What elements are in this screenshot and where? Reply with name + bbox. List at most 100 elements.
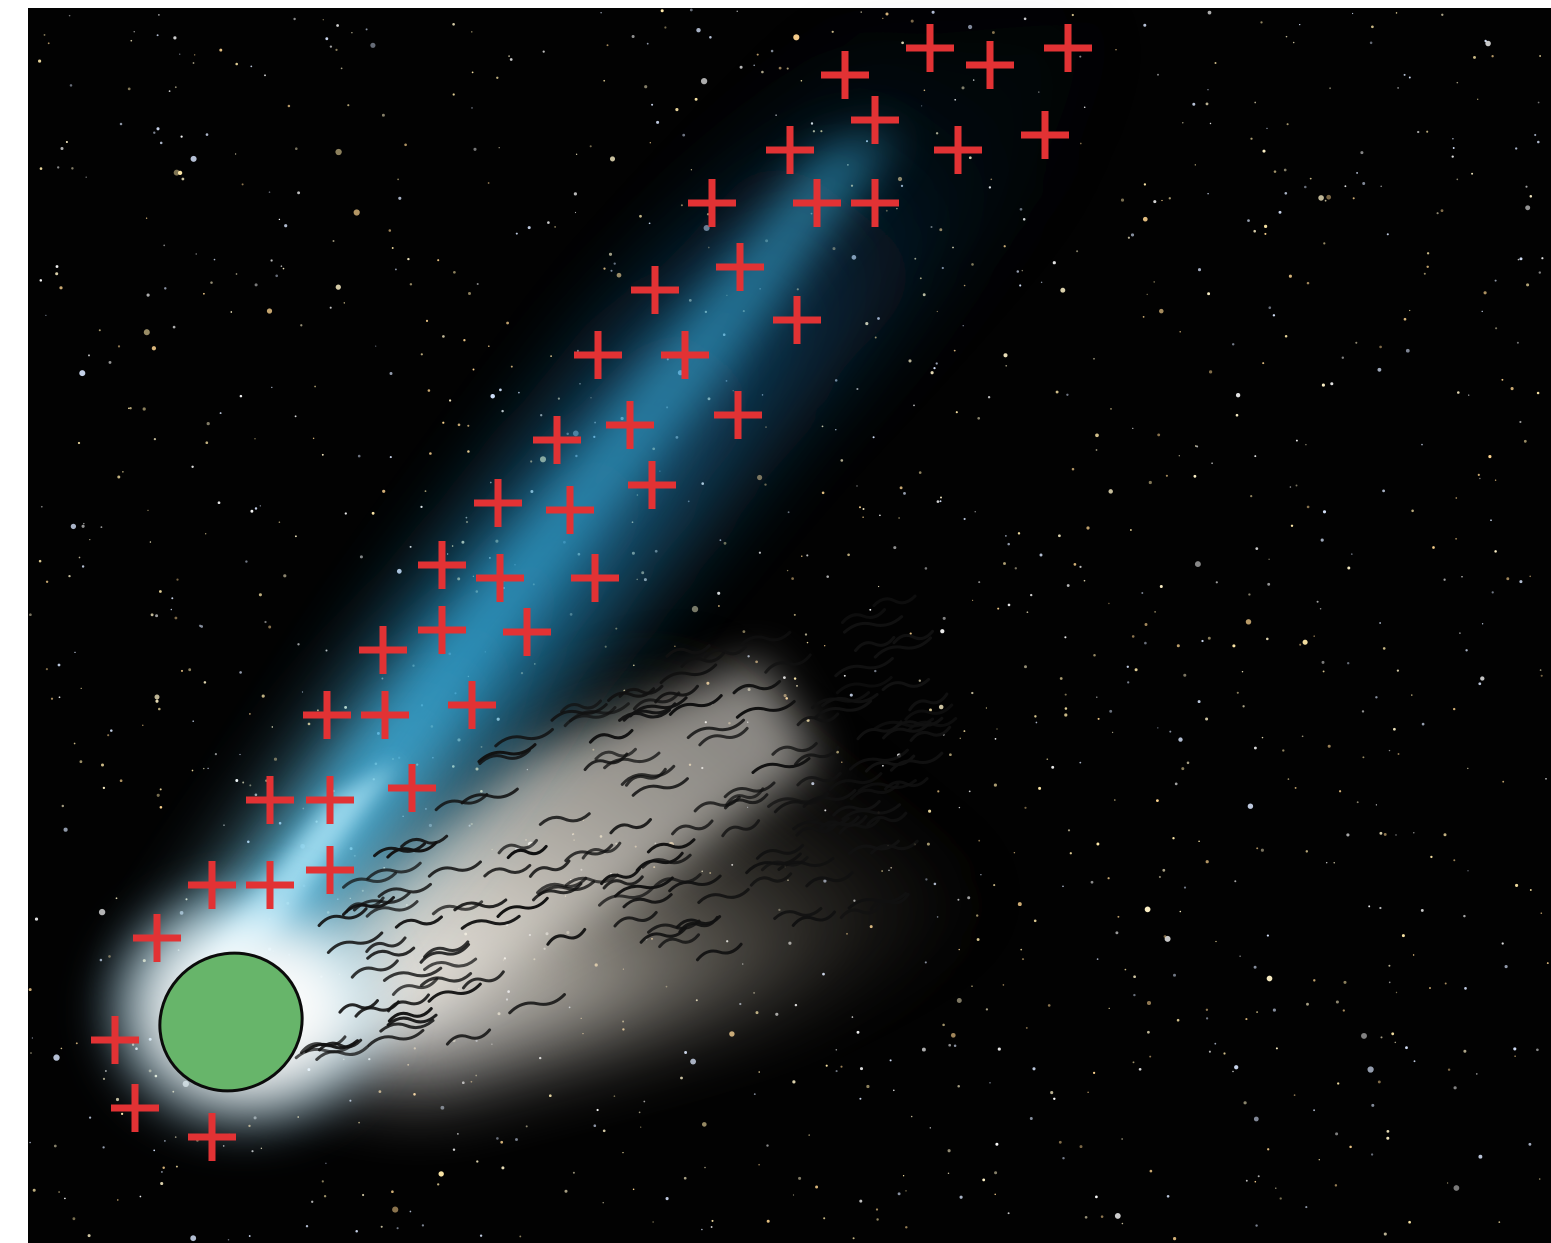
star	[39, 167, 43, 170]
star	[205, 133, 209, 136]
star	[158, 707, 161, 711]
star	[1214, 62, 1217, 64]
star	[1007, 542, 1010, 546]
star	[347, 104, 350, 107]
dust-wave-marker	[386, 1013, 438, 1027]
star	[831, 30, 834, 33]
star	[58, 696, 61, 699]
star	[1329, 87, 1332, 90]
star	[266, 308, 273, 314]
star	[381, 113, 385, 117]
star	[260, 1147, 263, 1150]
dust-wave-marker	[835, 675, 893, 695]
star	[1538, 1178, 1541, 1180]
star	[1536, 1048, 1539, 1052]
star	[1388, 964, 1391, 967]
star	[1288, 274, 1292, 278]
star	[962, 325, 964, 327]
star	[490, 393, 495, 399]
star	[1370, 1153, 1374, 1156]
star	[424, 490, 427, 492]
star	[1017, 532, 1021, 535]
star	[775, 114, 777, 116]
star	[213, 258, 216, 261]
star	[1380, 1036, 1383, 1039]
star	[358, 1121, 360, 1124]
star	[1447, 1068, 1451, 1071]
star	[191, 465, 194, 469]
star	[1154, 611, 1156, 613]
star	[1292, 41, 1295, 44]
star	[1360, 151, 1364, 155]
star	[139, 1195, 142, 1198]
star	[1168, 197, 1171, 200]
star	[1284, 191, 1288, 195]
star	[180, 135, 183, 138]
star	[388, 229, 392, 232]
star	[154, 694, 160, 700]
star	[65, 140, 68, 144]
star	[866, 1084, 870, 1089]
star	[1429, 987, 1431, 989]
star	[1413, 832, 1415, 834]
star	[499, 388, 502, 392]
ion-plus-marker	[851, 179, 899, 227]
star	[1179, 331, 1181, 333]
star	[766, 1144, 769, 1147]
star	[967, 24, 973, 30]
dust-wave-marker	[478, 748, 531, 766]
star	[893, 546, 897, 550]
dust-wave-marker	[751, 757, 811, 774]
star	[159, 806, 163, 809]
star	[501, 1166, 505, 1170]
star	[557, 397, 560, 400]
star	[1510, 387, 1514, 391]
star	[1092, 1071, 1096, 1075]
star	[316, 709, 319, 712]
star	[271, 726, 274, 728]
star	[1379, 906, 1382, 910]
star	[1250, 495, 1253, 498]
star	[60, 146, 64, 151]
dust-wave-marker	[598, 886, 654, 907]
star	[756, 53, 759, 56]
dust-wave-marker	[908, 692, 949, 712]
star	[1109, 709, 1113, 713]
star	[440, 1105, 445, 1110]
dust-wave-marker	[299, 1035, 347, 1055]
dust-wave-marker	[755, 843, 805, 860]
star	[1232, 1070, 1234, 1073]
star	[1176, 1018, 1180, 1022]
star	[219, 48, 223, 52]
star	[1441, 13, 1444, 16]
star	[1196, 445, 1199, 448]
star	[1395, 12, 1398, 14]
dust-wave-marker	[909, 725, 952, 742]
star	[971, 599, 974, 602]
star	[1121, 1222, 1124, 1225]
dust-wave-marker	[618, 708, 671, 722]
star	[1267, 582, 1271, 586]
dust-wave-marker	[613, 876, 674, 898]
dust-wave-marker	[631, 777, 689, 797]
star	[963, 517, 966, 521]
star	[1038, 786, 1042, 790]
dust-wave-marker	[732, 679, 782, 695]
star	[989, 1082, 991, 1084]
star	[603, 79, 606, 82]
star	[1207, 292, 1211, 296]
star	[105, 1070, 107, 1072]
star	[259, 505, 261, 507]
star	[1268, 306, 1272, 310]
star	[1245, 1179, 1248, 1182]
star	[1079, 761, 1082, 764]
star	[58, 1191, 61, 1193]
star	[143, 329, 150, 336]
star	[1207, 636, 1211, 640]
ion-plus-marker	[966, 41, 1014, 89]
dust-wave-marker	[419, 943, 471, 964]
star	[1186, 761, 1190, 765]
star	[1426, 130, 1429, 133]
star	[1494, 279, 1497, 282]
dust-wave-marker	[639, 926, 688, 944]
